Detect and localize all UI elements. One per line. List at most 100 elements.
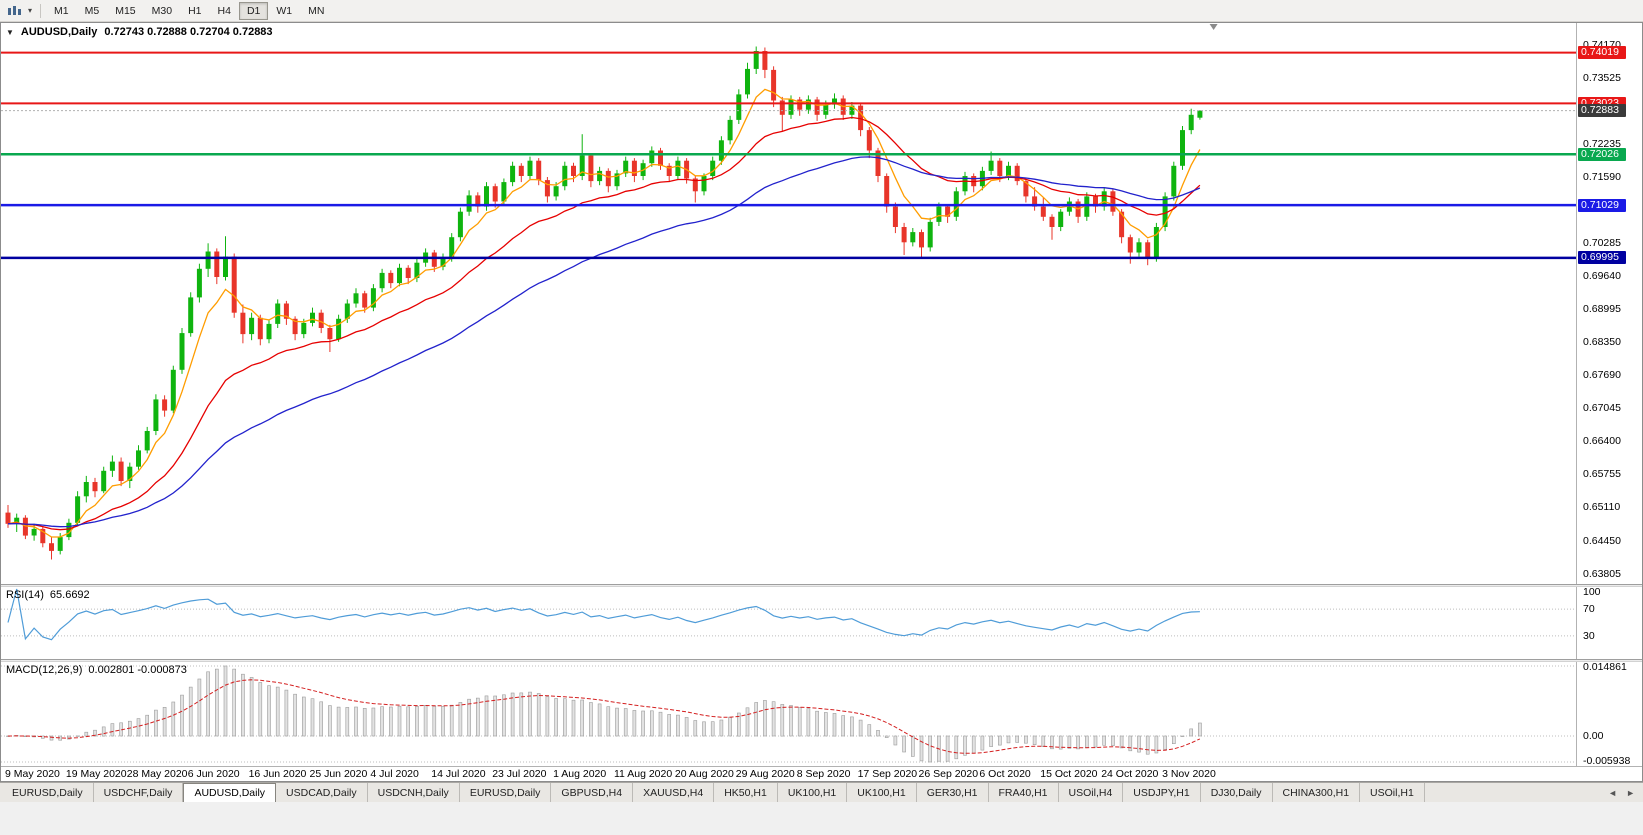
date-axis-label: 6 Jun 2020 — [187, 768, 240, 780]
chart-tab-usdjpy-h1[interactable]: USDJPY,H1 — [1123, 783, 1201, 802]
chart-tab-usdcnh-daily[interactable]: USDCNH,Daily — [368, 783, 460, 802]
date-axis-label: 8 Sep 2020 — [796, 768, 851, 780]
timeframe-button-h4[interactable]: H4 — [210, 2, 239, 20]
chart-tab-gbpusd-h4[interactable]: GBPUSD,H4 — [551, 783, 634, 802]
tab-scroll-arrows: ◄ ► — [1600, 783, 1643, 802]
rsi-name: RSI(14) — [6, 589, 44, 601]
timeframe-button-h1[interactable]: H1 — [180, 2, 209, 20]
rsi-plot[interactable]: RSI(14) 65.6692 — [1, 587, 1576, 659]
macd-panel: MACD(12,26,9) 0.002801 -0.000873 0.01486… — [1, 662, 1642, 766]
candlestick-chart — [1, 24, 1576, 560]
chart-tab-eurusd-daily[interactable]: EURUSD,Daily — [460, 783, 552, 802]
date-axis-label: 20 Aug 2020 — [674, 768, 734, 780]
chart-tab-audusd-daily[interactable]: AUDUSD,Daily — [183, 783, 277, 802]
price-axis-tick: 0.66400 — [1583, 435, 1621, 448]
window-bottom-area — [0, 802, 1643, 835]
hline-price-badge: 0.74019 — [1578, 46, 1626, 60]
rsi-label: RSI(14) 65.6692 — [6, 589, 90, 601]
chart-tab-dj30-daily[interactable]: DJ30,Daily — [1201, 783, 1273, 802]
price-axis-tick: 0.65110 — [1583, 500, 1621, 513]
date-axis-label: 26 Sep 2020 — [918, 768, 979, 780]
price-axis-tick: 0.73525 — [1583, 71, 1621, 84]
chart-ohlc-values: 0.72743 0.72888 0.72704 0.72883 — [104, 26, 273, 38]
macd-values: 0.002801 -0.000873 — [88, 664, 187, 676]
macd-axis-tick: 0.00 — [1583, 730, 1604, 742]
macd-axis[interactable]: 0.014861 0.00 -0.005938 — [1576, 662, 1642, 766]
date-axis-label: 28 May 2020 — [126, 768, 188, 780]
date-axis-label: 1 Aug 2020 — [553, 768, 607, 780]
main-chart-plot[interactable]: ▼ AUDUSD,Daily 0.72743 0.72888 0.72704 0… — [1, 23, 1576, 584]
macd-axis-tick: 0.014861 — [1583, 662, 1627, 673]
macd-plot[interactable]: MACD(12,26,9) 0.002801 -0.000873 — [1, 662, 1576, 766]
chart-tab-uk100-h1[interactable]: UK100,H1 — [847, 783, 917, 802]
price-axis-tick: 0.64450 — [1583, 534, 1621, 547]
chart-tab-usoil-h4[interactable]: USOil,H4 — [1059, 783, 1124, 802]
current-price-badge: 0.72883 — [1578, 104, 1626, 118]
timeframe-button-m30[interactable]: M30 — [144, 2, 180, 20]
chart-title: ▼ AUDUSD,Daily 0.72743 0.72888 0.72704 0… — [6, 26, 273, 38]
price-axis-tick: 0.63805 — [1583, 567, 1621, 580]
chart-type-dropdown-caret[interactable]: ▾ — [28, 6, 33, 15]
timeframe-buttons-group: M1 M5 M15 M30 H1 H4 D1 W1 MN — [46, 1, 332, 20]
tab-scroll-right-icon[interactable]: ► — [1626, 787, 1635, 798]
toolbar-separator — [40, 3, 42, 18]
macd-axis-tick: -0.005938 — [1583, 755, 1631, 766]
timeframe-button-m5[interactable]: M5 — [77, 2, 108, 20]
timeframe-button-w1[interactable]: W1 — [268, 2, 300, 20]
timeframe-button-mn[interactable]: MN — [300, 2, 332, 20]
chart-menu-caret-icon[interactable]: ▼ — [6, 27, 14, 37]
price-axis-tick: 0.68350 — [1583, 335, 1621, 348]
chart-tab-fra40-h1[interactable]: FRA40,H1 — [989, 783, 1059, 802]
price-axis[interactable]: 0.74170 0.73525 0.72235 0.71590 0.70285 0.696… — [1576, 23, 1642, 584]
price-axis-tick: 0.68995 — [1583, 302, 1621, 315]
date-axis-label: 9 May 2020 — [5, 768, 60, 780]
rsi-axis-tick: 70 — [1583, 603, 1595, 616]
timeframe-button-m1[interactable]: M1 — [46, 2, 77, 20]
date-axis-label: 14 Jul 2020 — [431, 768, 486, 780]
date-axis-label: 15 Oct 2020 — [1040, 768, 1098, 780]
date-axis-label: 29 Aug 2020 — [735, 768, 795, 780]
date-axis-label: 17 Sep 2020 — [857, 768, 918, 780]
tab-scroll-left-icon[interactable]: ◄ — [1608, 787, 1618, 798]
date-axis-label: 11 Aug 2020 — [614, 768, 673, 780]
chart-tab-hk50-h1[interactable]: HK50,H1 — [714, 783, 778, 802]
chart-tab-usdchf-daily[interactable]: USDCHF,Daily — [94, 783, 184, 802]
price-axis-tick: 0.67690 — [1583, 369, 1621, 382]
chart-tab-ger30-h1[interactable]: GER30,H1 — [917, 783, 989, 802]
chart-tab-bar: EURUSD,Daily USDCHF,Daily AUDUSD,Daily USDC… — [0, 782, 1643, 802]
date-axis-label: 19 May 2020 — [65, 768, 127, 780]
hline-price-badge: 0.71029 — [1578, 198, 1626, 212]
chart-tab-uk100-h1[interactable]: UK100,H1 — [778, 783, 848, 802]
chart-tab-eurusd-daily[interactable]: EURUSD,Daily — [2, 783, 94, 802]
chart-tab-usdcad-daily[interactable]: USDCAD,Daily — [276, 783, 368, 802]
macd-label: MACD(12,26,9) 0.002801 -0.000873 — [6, 664, 187, 676]
rsi-chart — [1, 588, 1576, 641]
date-axis[interactable]: 9 May 2020 19 May 2020 28 May 2020 6 Jun 20… — [1, 766, 1642, 781]
rsi-axis-tick: 100 — [1583, 587, 1601, 598]
main-price-panel: ▼ AUDUSD,Daily 0.72743 0.72888 0.72704 0… — [1, 23, 1642, 584]
date-axis-label: 3 Nov 2020 — [1162, 768, 1216, 780]
chart-symbol-period: AUDUSD,Daily — [20, 26, 98, 38]
chart-tab-usoil-h1[interactable]: USOil,H1 — [1360, 783, 1425, 802]
timeframe-button-m15[interactable]: M15 — [107, 2, 143, 20]
rsi-axis[interactable]: 100 70 30 — [1576, 587, 1642, 659]
rsi-axis-tick: 30 — [1583, 629, 1595, 642]
chart-tabs: EURUSD,Daily USDCHF,Daily AUDUSD,Daily USDC… — [2, 783, 1425, 802]
chart-tab-xauusd-h4[interactable]: XAUUSD,H4 — [633, 783, 715, 802]
panel-splitter[interactable] — [1, 584, 1642, 587]
hline-price-badge: 0.69995 — [1578, 251, 1626, 265]
price-axis-tick: 0.65755 — [1583, 468, 1621, 481]
price-axis-tick: 0.71590 — [1583, 170, 1621, 183]
price-axis-tick: 0.67045 — [1583, 402, 1621, 415]
date-axis-label: 25 Jun 2020 — [309, 768, 368, 780]
chart-tab-china300-h1[interactable]: CHINA300,H1 — [1273, 783, 1361, 802]
date-axis-label: 4 Jul 2020 — [370, 768, 419, 780]
panel-splitter[interactable] — [1, 659, 1642, 662]
date-axis-label: 24 Oct 2020 — [1101, 768, 1159, 780]
price-axis-tick: 0.70285 — [1583, 237, 1621, 250]
hline-price-badge: 0.72026 — [1578, 147, 1626, 161]
chart-type-icon[interactable] — [5, 3, 25, 19]
price-axis-tick: 0.72235 — [1583, 137, 1621, 150]
rsi-panel: RSI(14) 65.6692 100 70 30 — [1, 587, 1642, 659]
timeframe-button-d1[interactable]: D1 — [238, 1, 269, 20]
